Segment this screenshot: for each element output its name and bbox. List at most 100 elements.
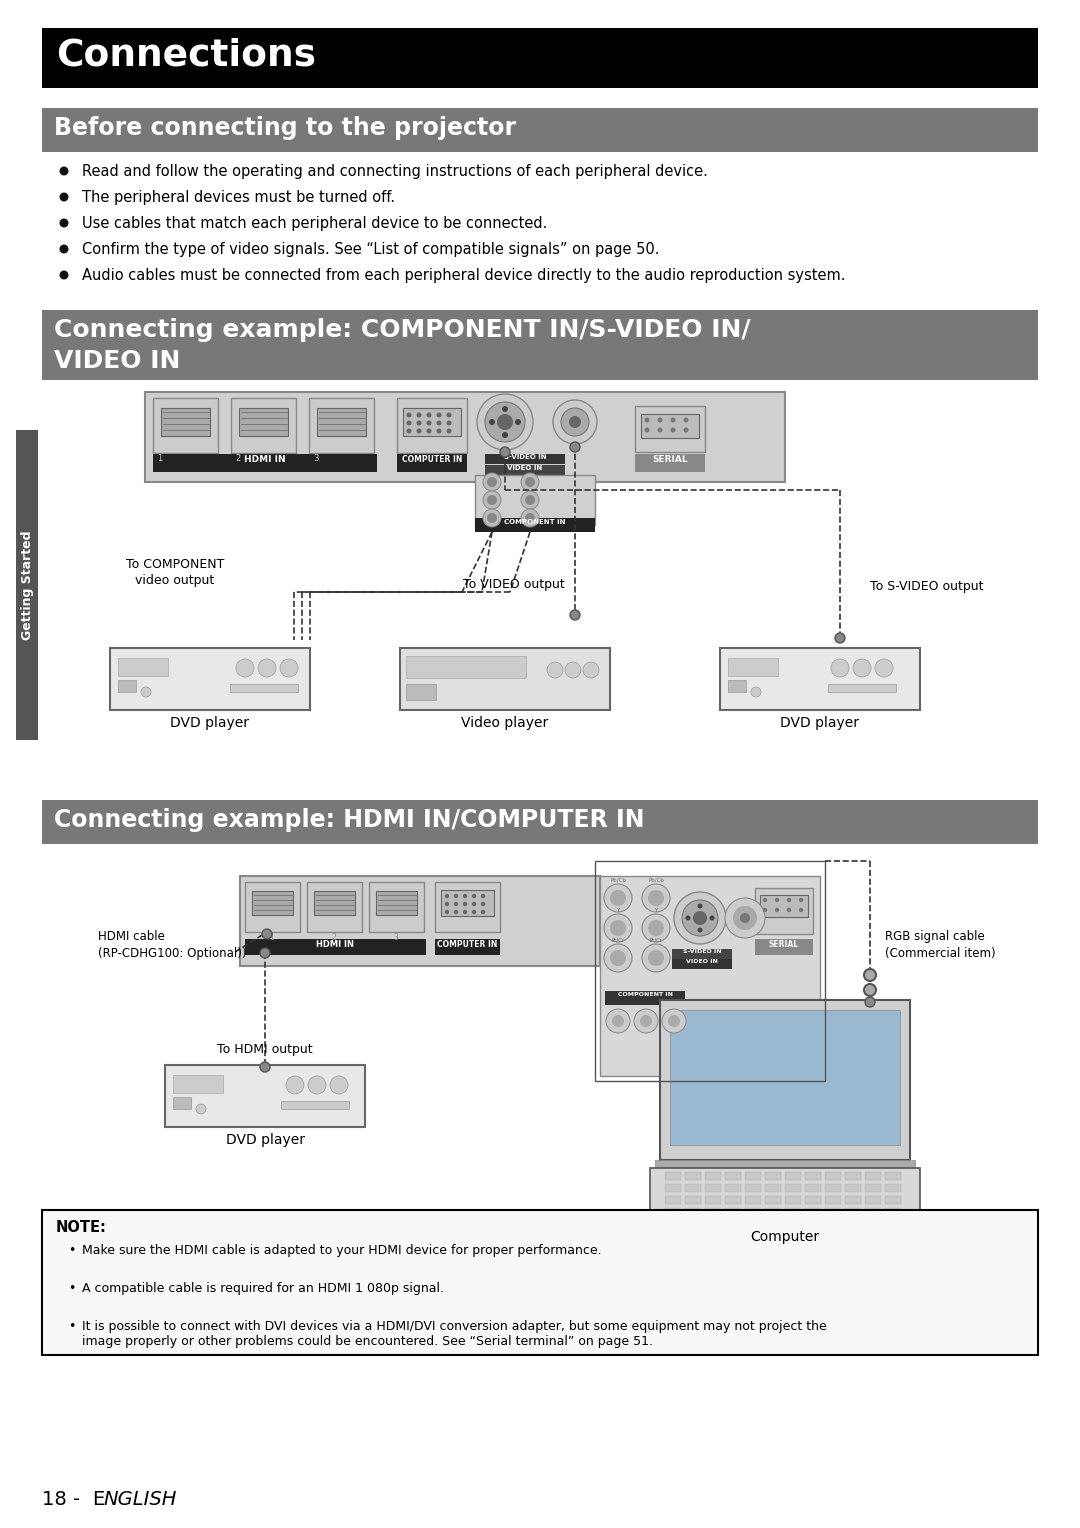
Circle shape bbox=[787, 898, 792, 902]
Bar bbox=[825, 1184, 841, 1192]
Circle shape bbox=[640, 1015, 652, 1027]
Bar bbox=[725, 1209, 741, 1216]
Bar bbox=[485, 465, 565, 475]
Bar bbox=[685, 1209, 701, 1216]
Bar bbox=[230, 685, 298, 692]
Circle shape bbox=[59, 167, 68, 176]
Bar bbox=[240, 876, 600, 966]
Bar bbox=[805, 1209, 821, 1216]
Text: Y: Y bbox=[617, 908, 620, 914]
Circle shape bbox=[553, 400, 597, 445]
Bar bbox=[685, 1196, 701, 1204]
Circle shape bbox=[445, 894, 449, 898]
Circle shape bbox=[446, 420, 451, 425]
Bar bbox=[765, 1172, 781, 1180]
Bar bbox=[705, 1184, 721, 1192]
Circle shape bbox=[604, 885, 632, 912]
Circle shape bbox=[642, 885, 670, 912]
Circle shape bbox=[693, 911, 707, 924]
Circle shape bbox=[610, 889, 626, 906]
Circle shape bbox=[561, 408, 589, 435]
Bar bbox=[685, 1184, 701, 1192]
Bar bbox=[654, 1160, 915, 1167]
Circle shape bbox=[835, 633, 845, 643]
Bar bbox=[865, 1209, 881, 1216]
Text: To VIDEO output: To VIDEO output bbox=[463, 578, 565, 591]
Bar bbox=[865, 1184, 881, 1192]
Bar bbox=[755, 888, 813, 934]
Circle shape bbox=[525, 477, 535, 487]
Circle shape bbox=[481, 894, 485, 898]
Circle shape bbox=[604, 944, 632, 972]
Circle shape bbox=[436, 428, 442, 434]
Text: DVD player: DVD player bbox=[171, 717, 249, 730]
Circle shape bbox=[417, 428, 421, 434]
Circle shape bbox=[59, 193, 68, 202]
Bar bbox=[885, 1196, 901, 1204]
Circle shape bbox=[799, 898, 804, 902]
Bar bbox=[765, 1196, 781, 1204]
Circle shape bbox=[831, 659, 849, 677]
Circle shape bbox=[406, 428, 411, 434]
Circle shape bbox=[445, 909, 449, 914]
Bar bbox=[42, 310, 1038, 380]
Bar bbox=[173, 1076, 222, 1093]
Bar bbox=[173, 1097, 191, 1109]
Bar bbox=[672, 949, 732, 960]
Circle shape bbox=[853, 659, 870, 677]
Circle shape bbox=[260, 947, 270, 958]
Bar bbox=[825, 1209, 841, 1216]
Bar bbox=[475, 518, 595, 532]
Bar bbox=[118, 659, 168, 675]
Bar bbox=[600, 876, 820, 1076]
Circle shape bbox=[502, 432, 508, 439]
Text: RGB signal cable
(Commercial item): RGB signal cable (Commercial item) bbox=[885, 931, 996, 960]
Bar bbox=[865, 1196, 881, 1204]
Text: Pb/Cb: Pb/Cb bbox=[610, 879, 626, 883]
Circle shape bbox=[454, 902, 458, 906]
Text: To HDMI output: To HDMI output bbox=[217, 1044, 313, 1056]
Text: 2: 2 bbox=[235, 454, 240, 463]
Circle shape bbox=[525, 495, 535, 504]
Bar bbox=[153, 454, 377, 472]
Circle shape bbox=[141, 688, 151, 697]
Text: SERIAL: SERIAL bbox=[769, 940, 799, 949]
Text: It is possible to connect with DVI devices via a HDMI/DVI conversion adapter, bu: It is possible to connect with DVI devic… bbox=[82, 1320, 827, 1349]
Circle shape bbox=[258, 659, 276, 677]
Bar bbox=[865, 1172, 881, 1180]
Circle shape bbox=[875, 659, 893, 677]
Bar bbox=[642, 414, 699, 439]
Text: VIDEO IN: VIDEO IN bbox=[508, 465, 542, 471]
Circle shape bbox=[521, 490, 539, 509]
Bar bbox=[435, 882, 500, 932]
Circle shape bbox=[681, 900, 718, 937]
Text: SERIAL: SERIAL bbox=[652, 455, 688, 465]
Bar bbox=[239, 408, 288, 435]
Circle shape bbox=[481, 902, 485, 906]
Bar bbox=[252, 891, 293, 915]
Bar bbox=[635, 406, 705, 452]
Text: Computer: Computer bbox=[751, 1230, 820, 1244]
Bar bbox=[745, 1184, 761, 1192]
Bar bbox=[397, 454, 467, 472]
Bar bbox=[245, 940, 426, 955]
Circle shape bbox=[648, 889, 664, 906]
Circle shape bbox=[570, 442, 580, 452]
Text: Read and follow the operating and connecting instructions of each peripheral dev: Read and follow the operating and connec… bbox=[82, 163, 707, 179]
Text: To COMPONENT
video output: To COMPONENT video output bbox=[125, 558, 225, 587]
Circle shape bbox=[710, 915, 715, 920]
Bar bbox=[42, 28, 1038, 89]
Bar bbox=[307, 882, 362, 932]
Circle shape bbox=[669, 1015, 680, 1027]
Circle shape bbox=[610, 920, 626, 937]
Bar bbox=[705, 1196, 721, 1204]
Circle shape bbox=[454, 909, 458, 914]
Bar bbox=[441, 889, 494, 915]
Bar bbox=[785, 1196, 801, 1204]
Text: S-VIDEO IN: S-VIDEO IN bbox=[683, 949, 721, 953]
Circle shape bbox=[59, 270, 68, 280]
Bar bbox=[725, 1172, 741, 1180]
Circle shape bbox=[260, 1062, 270, 1073]
Circle shape bbox=[751, 688, 761, 697]
Bar bbox=[42, 1210, 1038, 1355]
